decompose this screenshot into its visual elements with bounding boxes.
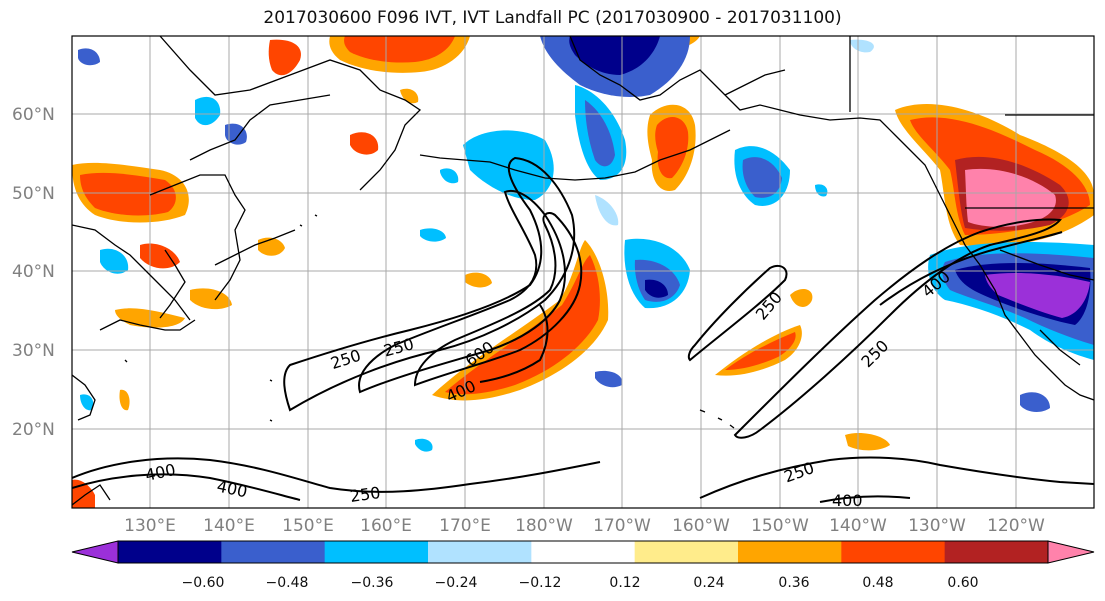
lon-label: 140°E bbox=[203, 516, 255, 536]
colorbar-tick-label: 0.48 bbox=[862, 575, 893, 591]
colorbar-extend-high bbox=[1047, 540, 1095, 564]
colorbar-extend-low bbox=[71, 540, 119, 564]
colorbar-tick-label: 0.24 bbox=[693, 575, 724, 591]
colorbar-swatch bbox=[841, 541, 946, 563]
colorbar-swatch bbox=[428, 541, 532, 563]
colorbar-tick-label: −0.60 bbox=[182, 575, 225, 591]
map-frame bbox=[71, 35, 1095, 509]
coastlines bbox=[72, 36, 1094, 506]
colorbar-swatch bbox=[944, 541, 1049, 563]
lon-label: 150°W bbox=[751, 516, 809, 536]
lon-label: 180°W bbox=[515, 516, 573, 536]
contour-label: 250 bbox=[349, 483, 382, 506]
colorbar-tick-labels: −0.60 −0.48 −0.36 −0.24 −0.12 0.12 0.24 … bbox=[182, 575, 979, 591]
lon-label: 160°W bbox=[672, 516, 730, 536]
lon-label: 130°W bbox=[908, 516, 966, 536]
lon-label: 150°E bbox=[282, 516, 334, 536]
contour-label: 400 bbox=[832, 491, 863, 510]
lon-label: 140°W bbox=[829, 516, 887, 536]
lon-label: 170°W bbox=[593, 516, 651, 536]
lat-label: 40°N bbox=[12, 262, 55, 282]
colorbar-tick-label: −0.48 bbox=[266, 575, 309, 591]
colorbar-tick-label: −0.12 bbox=[519, 575, 562, 591]
lat-label: 50°N bbox=[12, 184, 55, 204]
colorbar-tick-label: 0.36 bbox=[778, 575, 809, 591]
colorbar-swatch bbox=[634, 541, 739, 563]
colorbar-tick-label: 0.60 bbox=[947, 575, 978, 591]
colorbar-tick-label: −0.24 bbox=[435, 575, 478, 591]
colorbar-swatch bbox=[118, 541, 222, 563]
lon-label: 170°E bbox=[439, 516, 491, 536]
colorbar-swatch bbox=[324, 541, 429, 563]
colorbar-swatch bbox=[221, 541, 326, 563]
lon-label: 160°E bbox=[360, 516, 412, 536]
latitude-labels: 60°N 50°N 40°N 30°N 20°N bbox=[12, 105, 55, 440]
colorbar-swatch bbox=[738, 541, 842, 563]
map-title: 2017030600 F096 IVT, IVT Landfall PC (20… bbox=[263, 8, 842, 28]
ivt-contours bbox=[72, 156, 1094, 503]
lat-label: 20°N bbox=[12, 420, 55, 440]
lat-label: 30°N bbox=[12, 341, 55, 361]
colorbar-frame bbox=[117, 540, 1049, 564]
graticule bbox=[72, 36, 1094, 508]
lat-label: 60°N bbox=[12, 105, 55, 125]
colorbar-swatch bbox=[531, 541, 636, 563]
lon-label: 130°E bbox=[124, 516, 176, 536]
colorbar bbox=[71, 540, 1095, 564]
lon-label: 120°W bbox=[987, 516, 1045, 536]
colorbar-tick-label: −0.36 bbox=[351, 575, 394, 591]
colorbar-tick-label: 0.12 bbox=[609, 575, 640, 591]
longitude-labels: 130°E 140°E 150°E 160°E 170°E 180°W 170°… bbox=[124, 516, 1045, 536]
